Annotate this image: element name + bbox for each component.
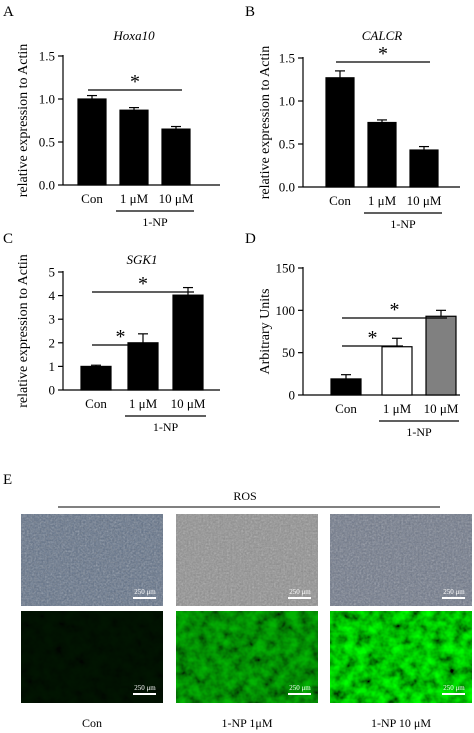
group-label: 1-NP xyxy=(153,420,179,434)
y-tick-label: 1.5 xyxy=(279,51,295,66)
x-tick-label: 1 μM xyxy=(120,191,149,206)
significance-star: * xyxy=(130,71,140,93)
error-bar-3 xyxy=(436,309,446,317)
y-tick-label: 4 xyxy=(49,288,56,303)
y-tick-label: 5 xyxy=(49,265,56,280)
y-tick-label: 1 xyxy=(49,359,56,374)
error-bar-1 xyxy=(335,70,345,78)
y-tick-label: 1.0 xyxy=(279,94,295,109)
scale-bar-label: 250 μm xyxy=(443,684,465,692)
y-tick-label: 0.0 xyxy=(39,178,55,193)
panel-letter: E xyxy=(3,472,12,488)
fluorescence-image-2: 250 μm xyxy=(176,611,318,703)
y-axis-label: relative expression to Actin xyxy=(16,254,31,408)
error-bar-1 xyxy=(91,364,101,367)
panel-e: E ROS 250 μm 250 μm Con 250 μm 250 μm 1-NP 1μM 2… xyxy=(3,472,472,730)
x-tick-label: 10 μM xyxy=(424,401,459,416)
image-caption: 1-NP 1μM xyxy=(222,716,273,730)
bar-1 xyxy=(325,77,355,188)
bar-3 xyxy=(161,128,191,186)
panel-letter: A xyxy=(3,4,14,20)
significance-star: * xyxy=(378,43,388,65)
ros-label: ROS xyxy=(233,489,256,503)
y-tick-label: 2 xyxy=(49,335,56,350)
bar-1 xyxy=(330,378,362,396)
bar-1 xyxy=(80,365,112,391)
scale-bar-label: 250 μm xyxy=(134,588,156,596)
x-tick-label: 1 μM xyxy=(129,396,158,411)
chart-panel-a: A Hoxa10 relative expression to Actin 0.0 0.… xyxy=(3,4,220,229)
error-bar-3 xyxy=(183,286,193,296)
x-tick-label: 10 μM xyxy=(407,193,442,208)
y-axis-label: Arbitrary Units xyxy=(258,289,273,375)
chart-panel-b: B CALCR relative expression to Actin 0.0 0.5… xyxy=(245,4,460,231)
bar-2 xyxy=(367,121,397,188)
panel-letter: C xyxy=(3,231,13,247)
y-tick-label: 0.5 xyxy=(39,135,55,150)
chart-panel-c: C SGK1 relative expression to Actin 0 1 2 3 4 5 C… xyxy=(3,231,220,434)
chart-title: CALCR xyxy=(362,28,403,43)
x-tick-label: Con xyxy=(85,396,107,411)
panel-letter: D xyxy=(245,231,256,247)
scale-bar-label: 250 μm xyxy=(443,588,465,596)
error-bar-1 xyxy=(87,94,97,99)
x-tick-label: Con xyxy=(335,401,357,416)
chart-title: SGK1 xyxy=(126,252,157,267)
error-bar-3 xyxy=(419,145,429,151)
bar-3 xyxy=(425,315,457,396)
error-bar-2 xyxy=(129,106,139,111)
y-tick-label: 1.5 xyxy=(39,49,55,64)
brightfield-image-2: 250 μm xyxy=(176,514,318,606)
significance-star: * xyxy=(390,299,400,321)
y-tick-label: 150 xyxy=(276,261,296,276)
error-bar-1 xyxy=(341,374,351,379)
error-bar-2 xyxy=(377,119,387,123)
bar-3 xyxy=(409,149,439,188)
scale-bar-label: 250 μm xyxy=(289,588,311,596)
y-tick-label: 1.0 xyxy=(39,92,55,107)
significance-star: * xyxy=(368,327,378,349)
group-label: 1-NP xyxy=(406,425,432,439)
y-axis-label: relative expression to Actin xyxy=(16,44,31,198)
x-tick-label: 10 μM xyxy=(171,396,206,411)
error-bar-3 xyxy=(171,125,181,130)
x-tick-label: 1 μM xyxy=(368,193,397,208)
x-tick-label: Con xyxy=(329,193,351,208)
brightfield-image-1: 250 μm xyxy=(21,514,163,606)
y-axis-label: relative expression to Actin xyxy=(258,46,273,200)
chart-title: Hoxa10 xyxy=(112,28,155,43)
scale-bar-label: 250 μm xyxy=(134,684,156,692)
x-tick-label: 10 μM xyxy=(159,191,194,206)
image-caption: 1-NP 10 μM xyxy=(371,716,431,730)
group-label: 1-NP xyxy=(142,215,168,229)
significance-star: * xyxy=(116,326,126,348)
bar-2 xyxy=(127,342,159,391)
y-tick-label: 100 xyxy=(276,303,296,318)
chart-panel-d: D Arbitrary Units 0 50 100 150 Con 1 μM 10 μM 1-N… xyxy=(245,231,460,439)
x-tick-label: Con xyxy=(81,191,103,206)
y-tick-label: 0 xyxy=(289,388,296,403)
bar-2 xyxy=(381,346,413,396)
y-tick-label: 3 xyxy=(49,312,56,327)
x-tick-label: 1 μM xyxy=(383,401,412,416)
panel-letter: B xyxy=(245,4,255,20)
fluorescence-image-3: 250 μm xyxy=(330,611,472,703)
group-label: 1-NP xyxy=(390,217,416,231)
significance-star: * xyxy=(138,273,148,295)
error-bar-2 xyxy=(392,337,402,347)
image-caption: Con xyxy=(82,716,102,730)
bar-1 xyxy=(77,98,107,186)
bar-2 xyxy=(119,109,149,186)
scale-bar-label: 250 μm xyxy=(289,684,311,692)
y-tick-label: 50 xyxy=(282,345,295,360)
y-tick-label: 0.0 xyxy=(279,180,295,195)
bar-3 xyxy=(172,294,204,391)
error-bar-2 xyxy=(138,333,148,343)
fluorescence-image-1: 250 μm xyxy=(21,611,163,703)
brightfield-image-3: 250 μm xyxy=(330,514,472,606)
y-tick-label: 0 xyxy=(49,383,56,398)
y-tick-label: 0.5 xyxy=(279,137,295,152)
